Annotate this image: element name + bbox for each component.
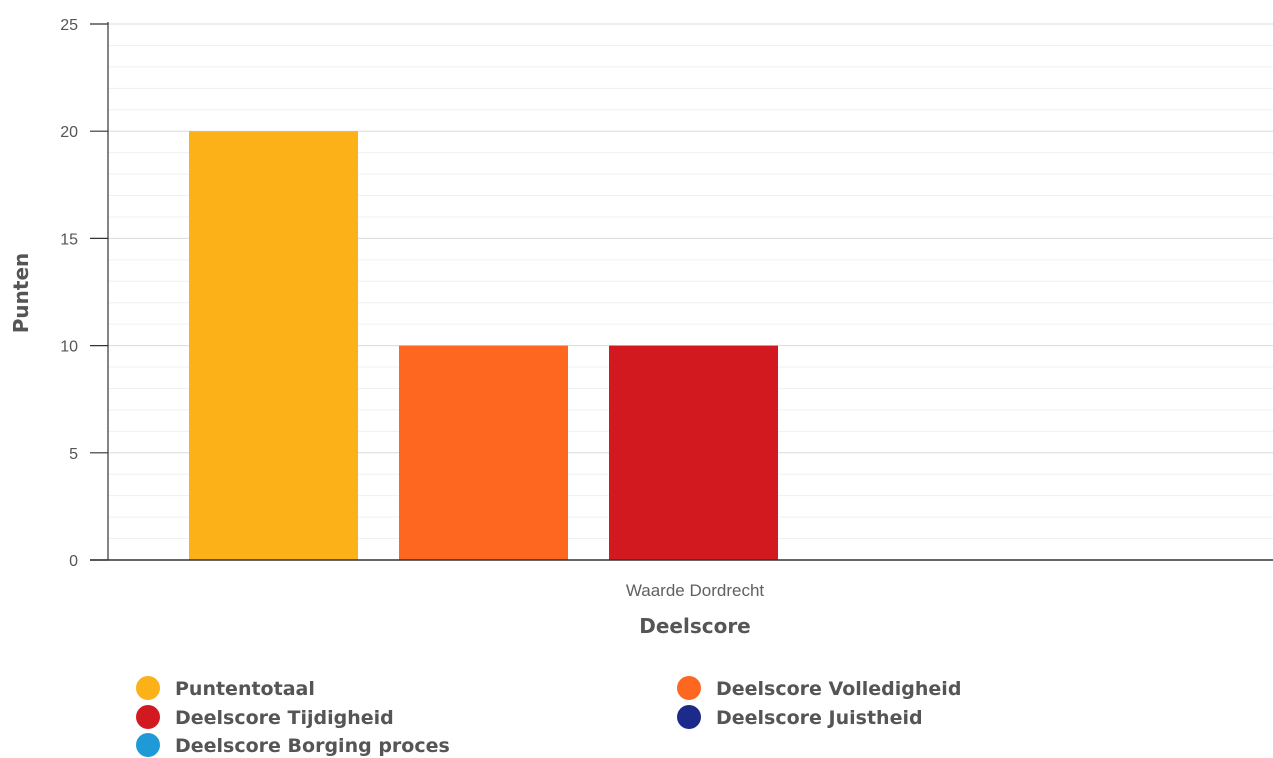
- y-tick-label: 20: [60, 124, 78, 141]
- legend: Puntentotaal Deelscore Volledigheid Deelsc…: [136, 676, 961, 757]
- y-axis-title: Punten: [9, 253, 33, 334]
- bar-group: [189, 131, 778, 560]
- legend-item[interactable]: Deelscore Borging proces: [136, 733, 450, 757]
- legend-marker: [136, 705, 160, 729]
- y-tick-label: 25: [60, 17, 78, 34]
- legend-label: Deelscore Juistheid: [716, 707, 923, 729]
- bar-deelscore-tijdigheid: [609, 345, 778, 560]
- legend-marker: [136, 733, 160, 757]
- legend-label: Deelscore Borging proces: [175, 735, 450, 757]
- legend-item[interactable]: Deelscore Juistheid: [677, 705, 923, 729]
- y-tick-label: 10: [60, 339, 78, 356]
- y-tick-label: 5: [69, 446, 78, 463]
- y-axis-ticks: 0 5 10 15 20 25: [60, 17, 108, 570]
- x-category-label: Waarde Dordrecht: [626, 581, 765, 600]
- legend-marker: [677, 705, 701, 729]
- bar-puntentotaal: [189, 131, 358, 560]
- y-tick-label: 15: [60, 231, 78, 248]
- legend-item[interactable]: Deelscore Tijdigheid: [136, 705, 394, 729]
- legend-marker: [136, 676, 160, 700]
- legend-item[interactable]: Puntentotaal: [136, 676, 315, 700]
- x-axis-title: Deelscore: [639, 614, 751, 638]
- legend-item[interactable]: Deelscore Volledigheid: [677, 676, 961, 700]
- legend-label: Puntentotaal: [175, 678, 315, 700]
- legend-label: Deelscore Tijdigheid: [175, 707, 394, 729]
- y-tick-label: 0: [69, 553, 78, 570]
- legend-label: Deelscore Volledigheid: [716, 678, 961, 700]
- bar-deelscore-volledigheid: [399, 345, 568, 560]
- x-axis-categories: Waarde Dordrecht: [626, 581, 765, 600]
- legend-marker: [677, 676, 701, 700]
